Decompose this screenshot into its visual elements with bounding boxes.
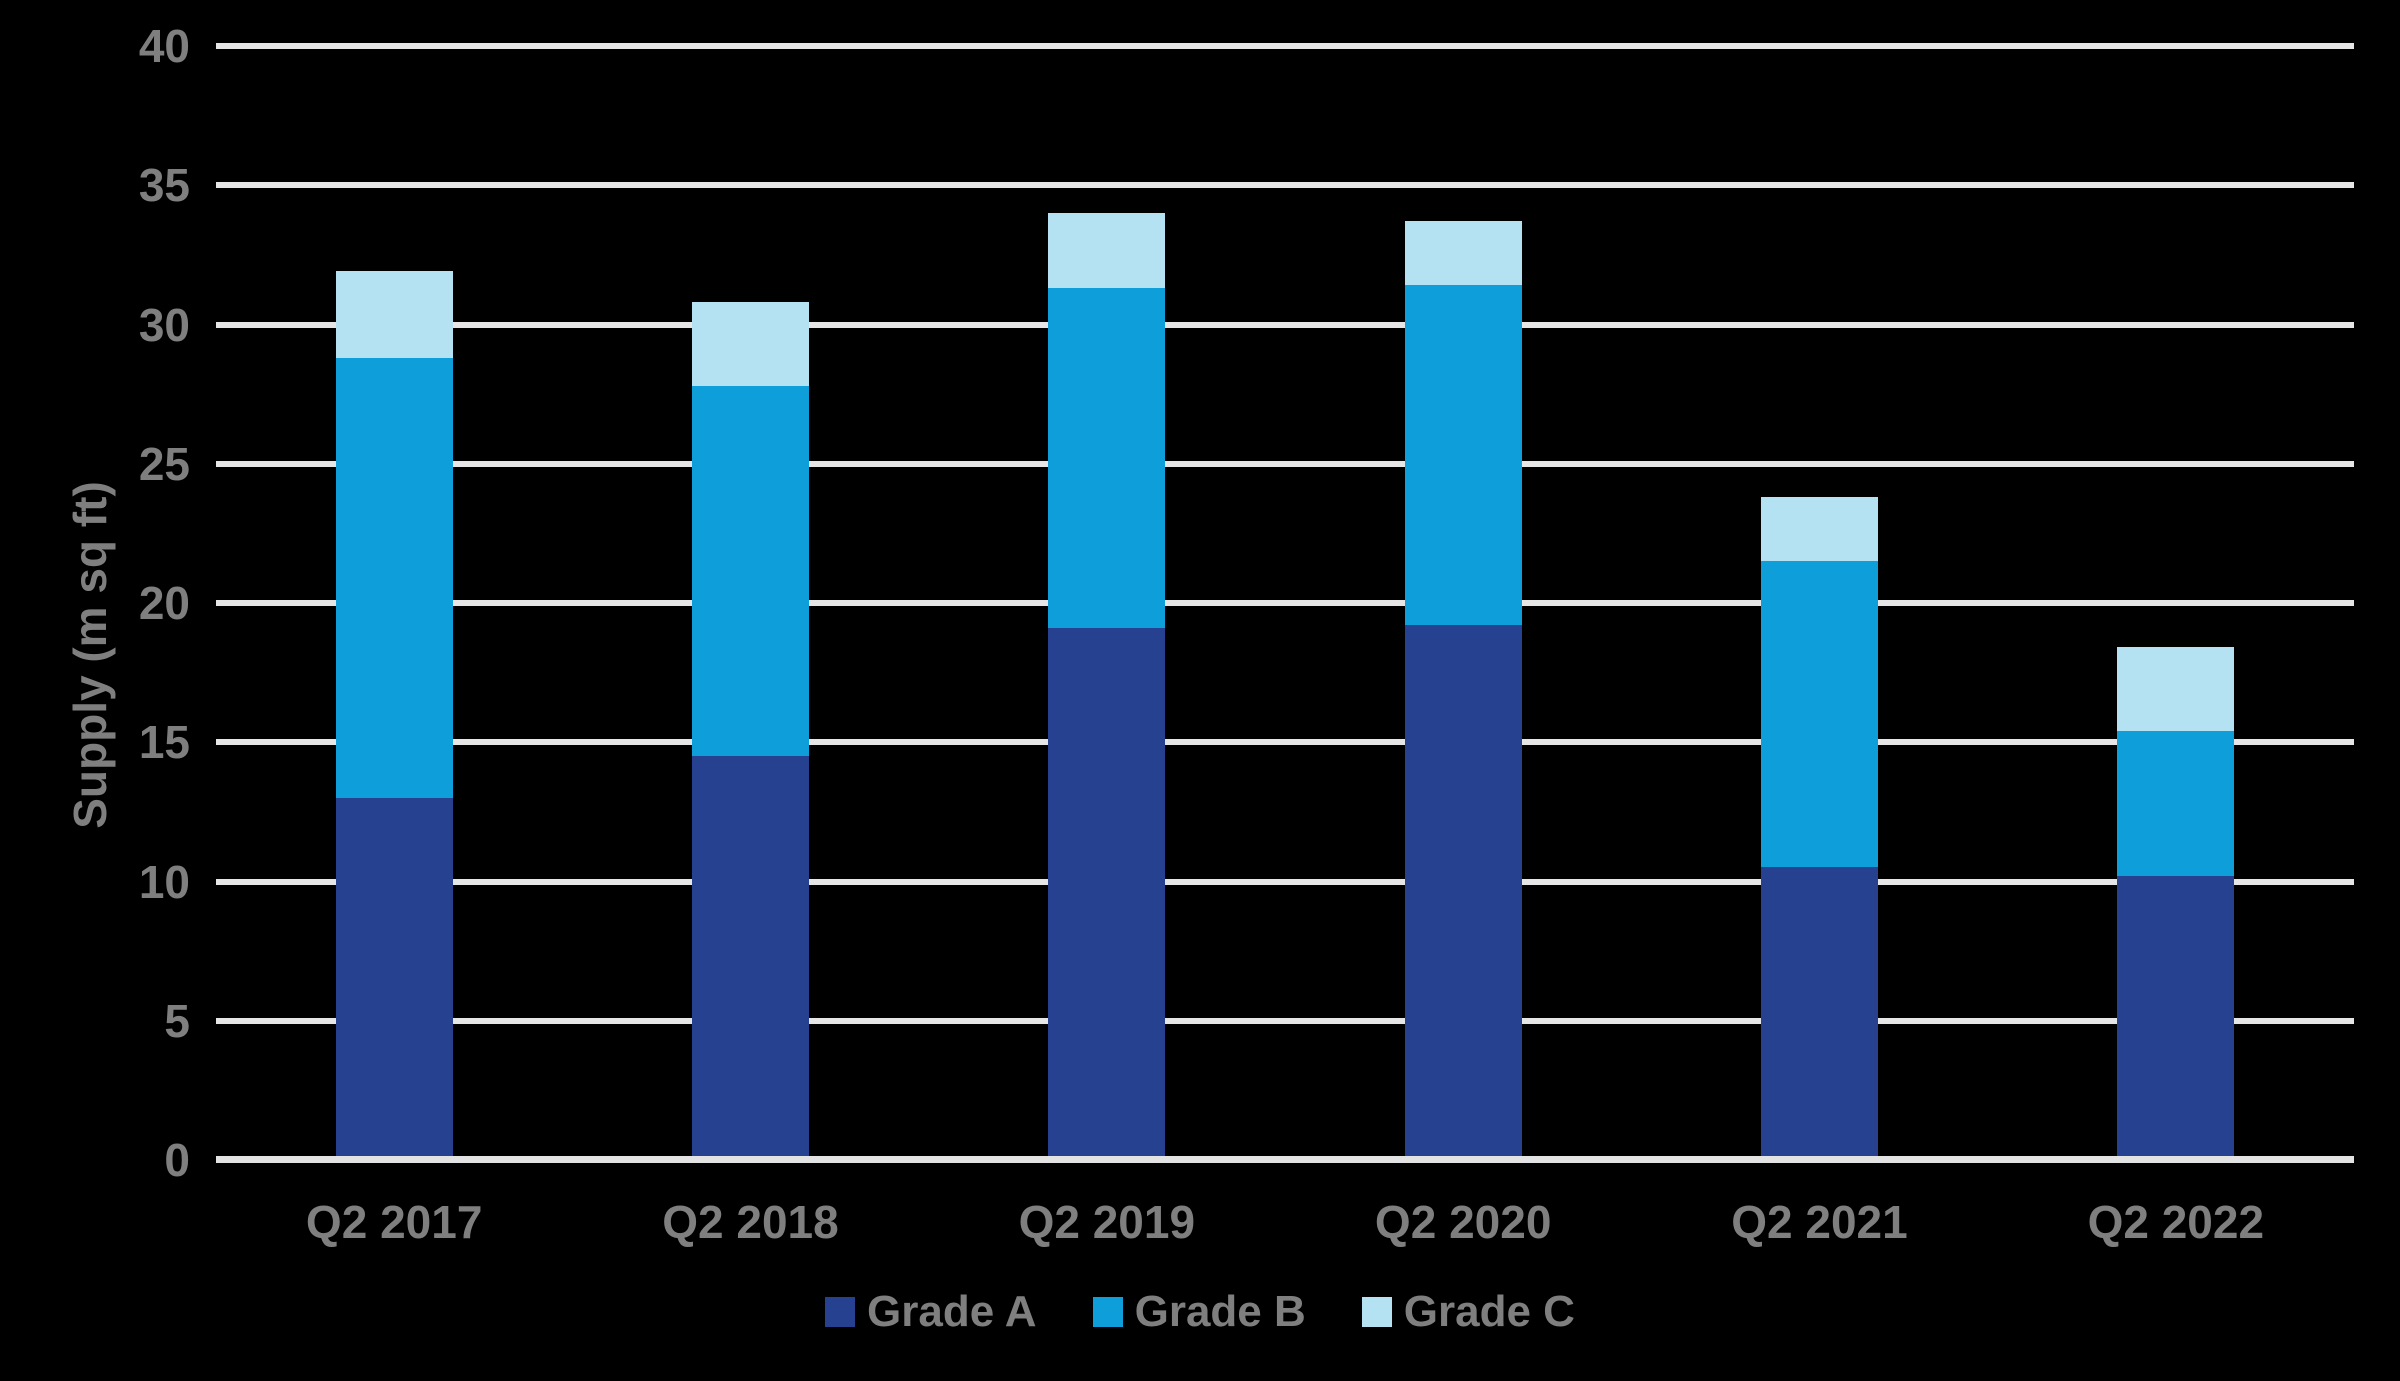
legend-swatch-grade-b <box>1092 1297 1123 1327</box>
x-axis-baseline <box>216 1156 2354 1163</box>
gridline <box>216 182 2354 189</box>
bar-segment-grade-c <box>1048 212 1166 289</box>
bar-segment-grade-a <box>1048 627 1166 1157</box>
y-tick-label: 30 <box>138 298 190 351</box>
gridline <box>216 43 2354 49</box>
x-category-label: Q2 2017 <box>305 1196 483 1248</box>
x-category-label: Q2 2021 <box>1731 1196 1908 1248</box>
bar-group <box>335 271 453 1157</box>
x-category-label: Q2 2022 <box>2087 1196 2265 1248</box>
bar-segment-grade-b <box>1048 288 1166 628</box>
y-tick-label: 35 <box>138 159 190 212</box>
bar-segment-grade-a <box>335 797 453 1157</box>
legend-swatch-grade-c <box>1361 1297 1392 1327</box>
gridline <box>216 1017 2354 1024</box>
bar-group <box>692 302 809 1157</box>
bar-segment-grade-a <box>692 755 809 1157</box>
gridline <box>216 460 2354 467</box>
bar-group <box>1761 496 1878 1157</box>
gridline <box>216 600 2354 606</box>
legend-item-grade-b: Grade B <box>1092 1287 1306 1336</box>
plot-area <box>216 43 2354 1163</box>
bar-segment-grade-a <box>1761 867 1878 1157</box>
bar-segment-grade-c <box>335 271 453 358</box>
y-tick-label: 0 <box>164 1134 190 1186</box>
y-tick-label: 10 <box>138 855 190 908</box>
bar-group <box>2117 647 2235 1157</box>
bar-segment-grade-b <box>335 357 453 798</box>
bar-segment-grade-b <box>692 385 809 756</box>
gridline <box>216 878 2354 885</box>
bar-segment-grade-b <box>1761 561 1878 868</box>
gridline <box>216 739 2354 746</box>
gridline <box>216 321 2354 328</box>
legend-label: Grade A <box>867 1287 1037 1336</box>
y-tick-label: 20 <box>138 577 190 629</box>
y-tick-label: 15 <box>138 716 190 769</box>
bar-segment-grade-c <box>1761 496 1878 562</box>
bar-segment-grade-a <box>2117 875 2235 1157</box>
y-tick-label: 25 <box>138 437 190 490</box>
legend-swatch-grade-a <box>825 1297 856 1327</box>
legend: Grade A Grade B Grade C <box>0 1288 2400 1336</box>
bar-segment-grade-b <box>1404 285 1522 626</box>
legend-item-grade-c: Grade C <box>1361 1287 1575 1336</box>
bar-group <box>1404 221 1522 1157</box>
y-tick-label: 40 <box>138 20 190 72</box>
bar-segment-grade-b <box>2117 730 2235 876</box>
x-category-label: Q2 2020 <box>1374 1196 1552 1248</box>
bar-segment-grade-a <box>1404 625 1522 1157</box>
x-category-label: Q2 2019 <box>1018 1196 1196 1248</box>
bar-segment-grade-c <box>1404 221 1522 286</box>
legend-label: Grade B <box>1134 1287 1306 1336</box>
bar-segment-grade-c <box>692 302 809 386</box>
legend-label: Grade C <box>1403 1287 1575 1336</box>
y-axis-title: Supply (m sq ft) <box>64 481 116 829</box>
x-category-label: Q2 2018 <box>662 1196 839 1248</box>
y-tick-label: 5 <box>164 994 190 1047</box>
legend-item-grade-a: Grade A <box>825 1288 1037 1336</box>
bar-segment-grade-c <box>2117 647 2235 731</box>
bar-group <box>1048 212 1166 1157</box>
